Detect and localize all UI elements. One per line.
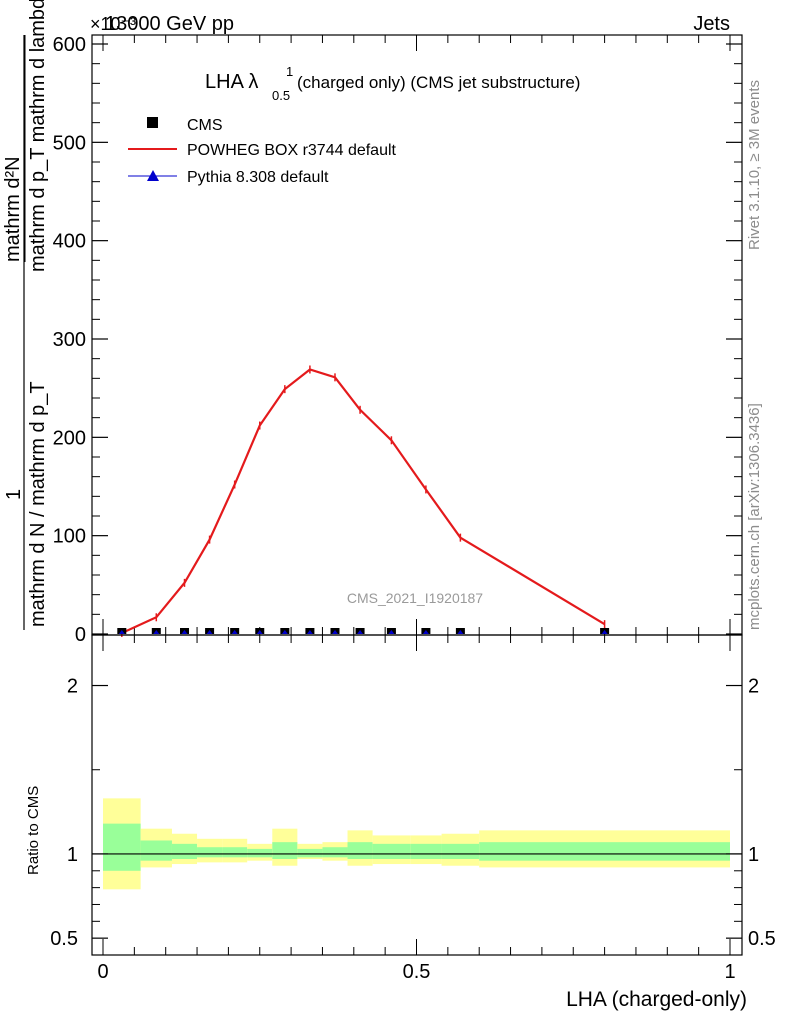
ratio-band-green xyxy=(247,848,273,858)
main-ytick-label: 0 xyxy=(75,624,86,646)
main-ytick-label: 400 xyxy=(53,231,86,253)
ratio-band-green xyxy=(103,823,141,871)
ratio-band-green xyxy=(479,842,730,861)
ratio-band-green xyxy=(372,843,411,859)
ratio-band-green xyxy=(441,843,480,859)
pythia-point xyxy=(153,630,160,634)
legend-pythia-marker xyxy=(147,170,159,181)
pythia-point xyxy=(231,630,238,634)
ratio-ytick-label: 2 xyxy=(67,676,78,698)
ratio-band-green xyxy=(322,847,348,858)
pythia-point xyxy=(388,630,395,634)
rivet-label: Rivet 3.1.10, ≥ 3M events xyxy=(746,80,763,250)
powheg-line xyxy=(121,368,606,635)
main-data-layer xyxy=(117,365,610,638)
ratio-band-green xyxy=(272,842,298,859)
main-ytick-label: 500 xyxy=(53,132,86,154)
ratio-ytick-label: 1 xyxy=(67,844,78,866)
ratio-band-green xyxy=(297,848,323,858)
pythia-point xyxy=(601,630,608,634)
ratio-x-axis: 0 0.5 1 xyxy=(97,635,736,983)
pythia-point xyxy=(118,630,125,634)
main-ytick-label: 200 xyxy=(53,427,86,449)
title-main: LHA λ xyxy=(205,71,258,93)
ratio-y-axis: 0.5 0.5 1 1 2 2 xyxy=(50,676,776,951)
title-sub: 0.5 xyxy=(272,88,290,103)
ylabel-middle: mathrm d p_T mathrm d lambda xyxy=(27,0,49,272)
legend-cms-label: CMS xyxy=(187,117,223,134)
ratio-ytick-label-right: 1 xyxy=(748,844,759,866)
pythia-point xyxy=(457,630,464,634)
ratio-xtick-label: 1 xyxy=(724,961,735,983)
main-ytick-label: 600 xyxy=(53,34,86,56)
title-sup: 1 xyxy=(286,64,293,79)
pythia-point xyxy=(281,630,288,634)
main-y-axis: 0 100 200 300 400 500 600 xyxy=(53,34,742,646)
pythia-point xyxy=(206,630,213,634)
ylabel-denominator: mathrm d N / mathrm d p_T xyxy=(27,381,49,627)
energy-label: 13000 GeV pp xyxy=(105,13,234,35)
ratio-band-green xyxy=(197,847,223,858)
exponent-label: ×10⁻³ xyxy=(90,14,136,34)
ratio-ytick-label: 0.5 xyxy=(50,928,78,950)
legend-pythia-label: Pythia 8.308 default xyxy=(187,169,329,186)
legend-cms-marker xyxy=(147,117,158,128)
pythia-point xyxy=(331,630,338,634)
ratio-band-green xyxy=(410,843,442,859)
pythia-point xyxy=(181,630,188,634)
ratio-band-green xyxy=(140,840,172,861)
ratio-bands xyxy=(103,798,730,890)
ratio-band-green xyxy=(171,843,198,859)
main-ytick-label: 300 xyxy=(53,329,86,351)
process-label: Jets xyxy=(693,13,730,35)
ratio-ytick-label-right: 2 xyxy=(748,676,759,698)
ratio-xtick-label: 0.5 xyxy=(403,961,431,983)
pythia-point xyxy=(306,630,313,634)
main-ytick-label: 100 xyxy=(53,526,86,548)
ratio-band-green xyxy=(347,842,373,859)
ratio-ytick-label-right: 0.5 xyxy=(748,928,776,950)
ratio-band-green xyxy=(222,847,248,858)
ratio-plot-frame xyxy=(91,634,743,956)
x-axis-label: LHA (charged-only) xyxy=(566,988,747,1011)
mcplots-label: mcplots.cern.ch [arXiv:1306.3436] xyxy=(746,403,763,630)
ratio-ylabel: Ratio to CMS xyxy=(25,786,42,875)
legend: CMS POWHEG BOX r3744 default Pythia 8.30… xyxy=(128,117,397,186)
pythia-point xyxy=(357,630,364,634)
plot-title: LHA λ 1 0.5 (charged only) (CMS jet subs… xyxy=(205,64,580,103)
main-ylabel: 1 mathrm d N / mathrm d p_T mathrm d²N m… xyxy=(2,0,49,630)
ratio-xtick-label: 0 xyxy=(97,961,108,983)
pythia-point xyxy=(422,630,429,634)
analysis-watermark: CMS_2021_I1920187 xyxy=(347,590,483,606)
ylabel-numerator: mathrm d²N xyxy=(2,156,24,262)
pythia-point xyxy=(256,630,263,634)
title-rest: (charged only) (CMS jet substructure) xyxy=(297,73,580,92)
legend-powheg-label: POWHEG BOX r3744 default xyxy=(187,142,397,159)
ylabel-one: 1 xyxy=(3,489,25,500)
